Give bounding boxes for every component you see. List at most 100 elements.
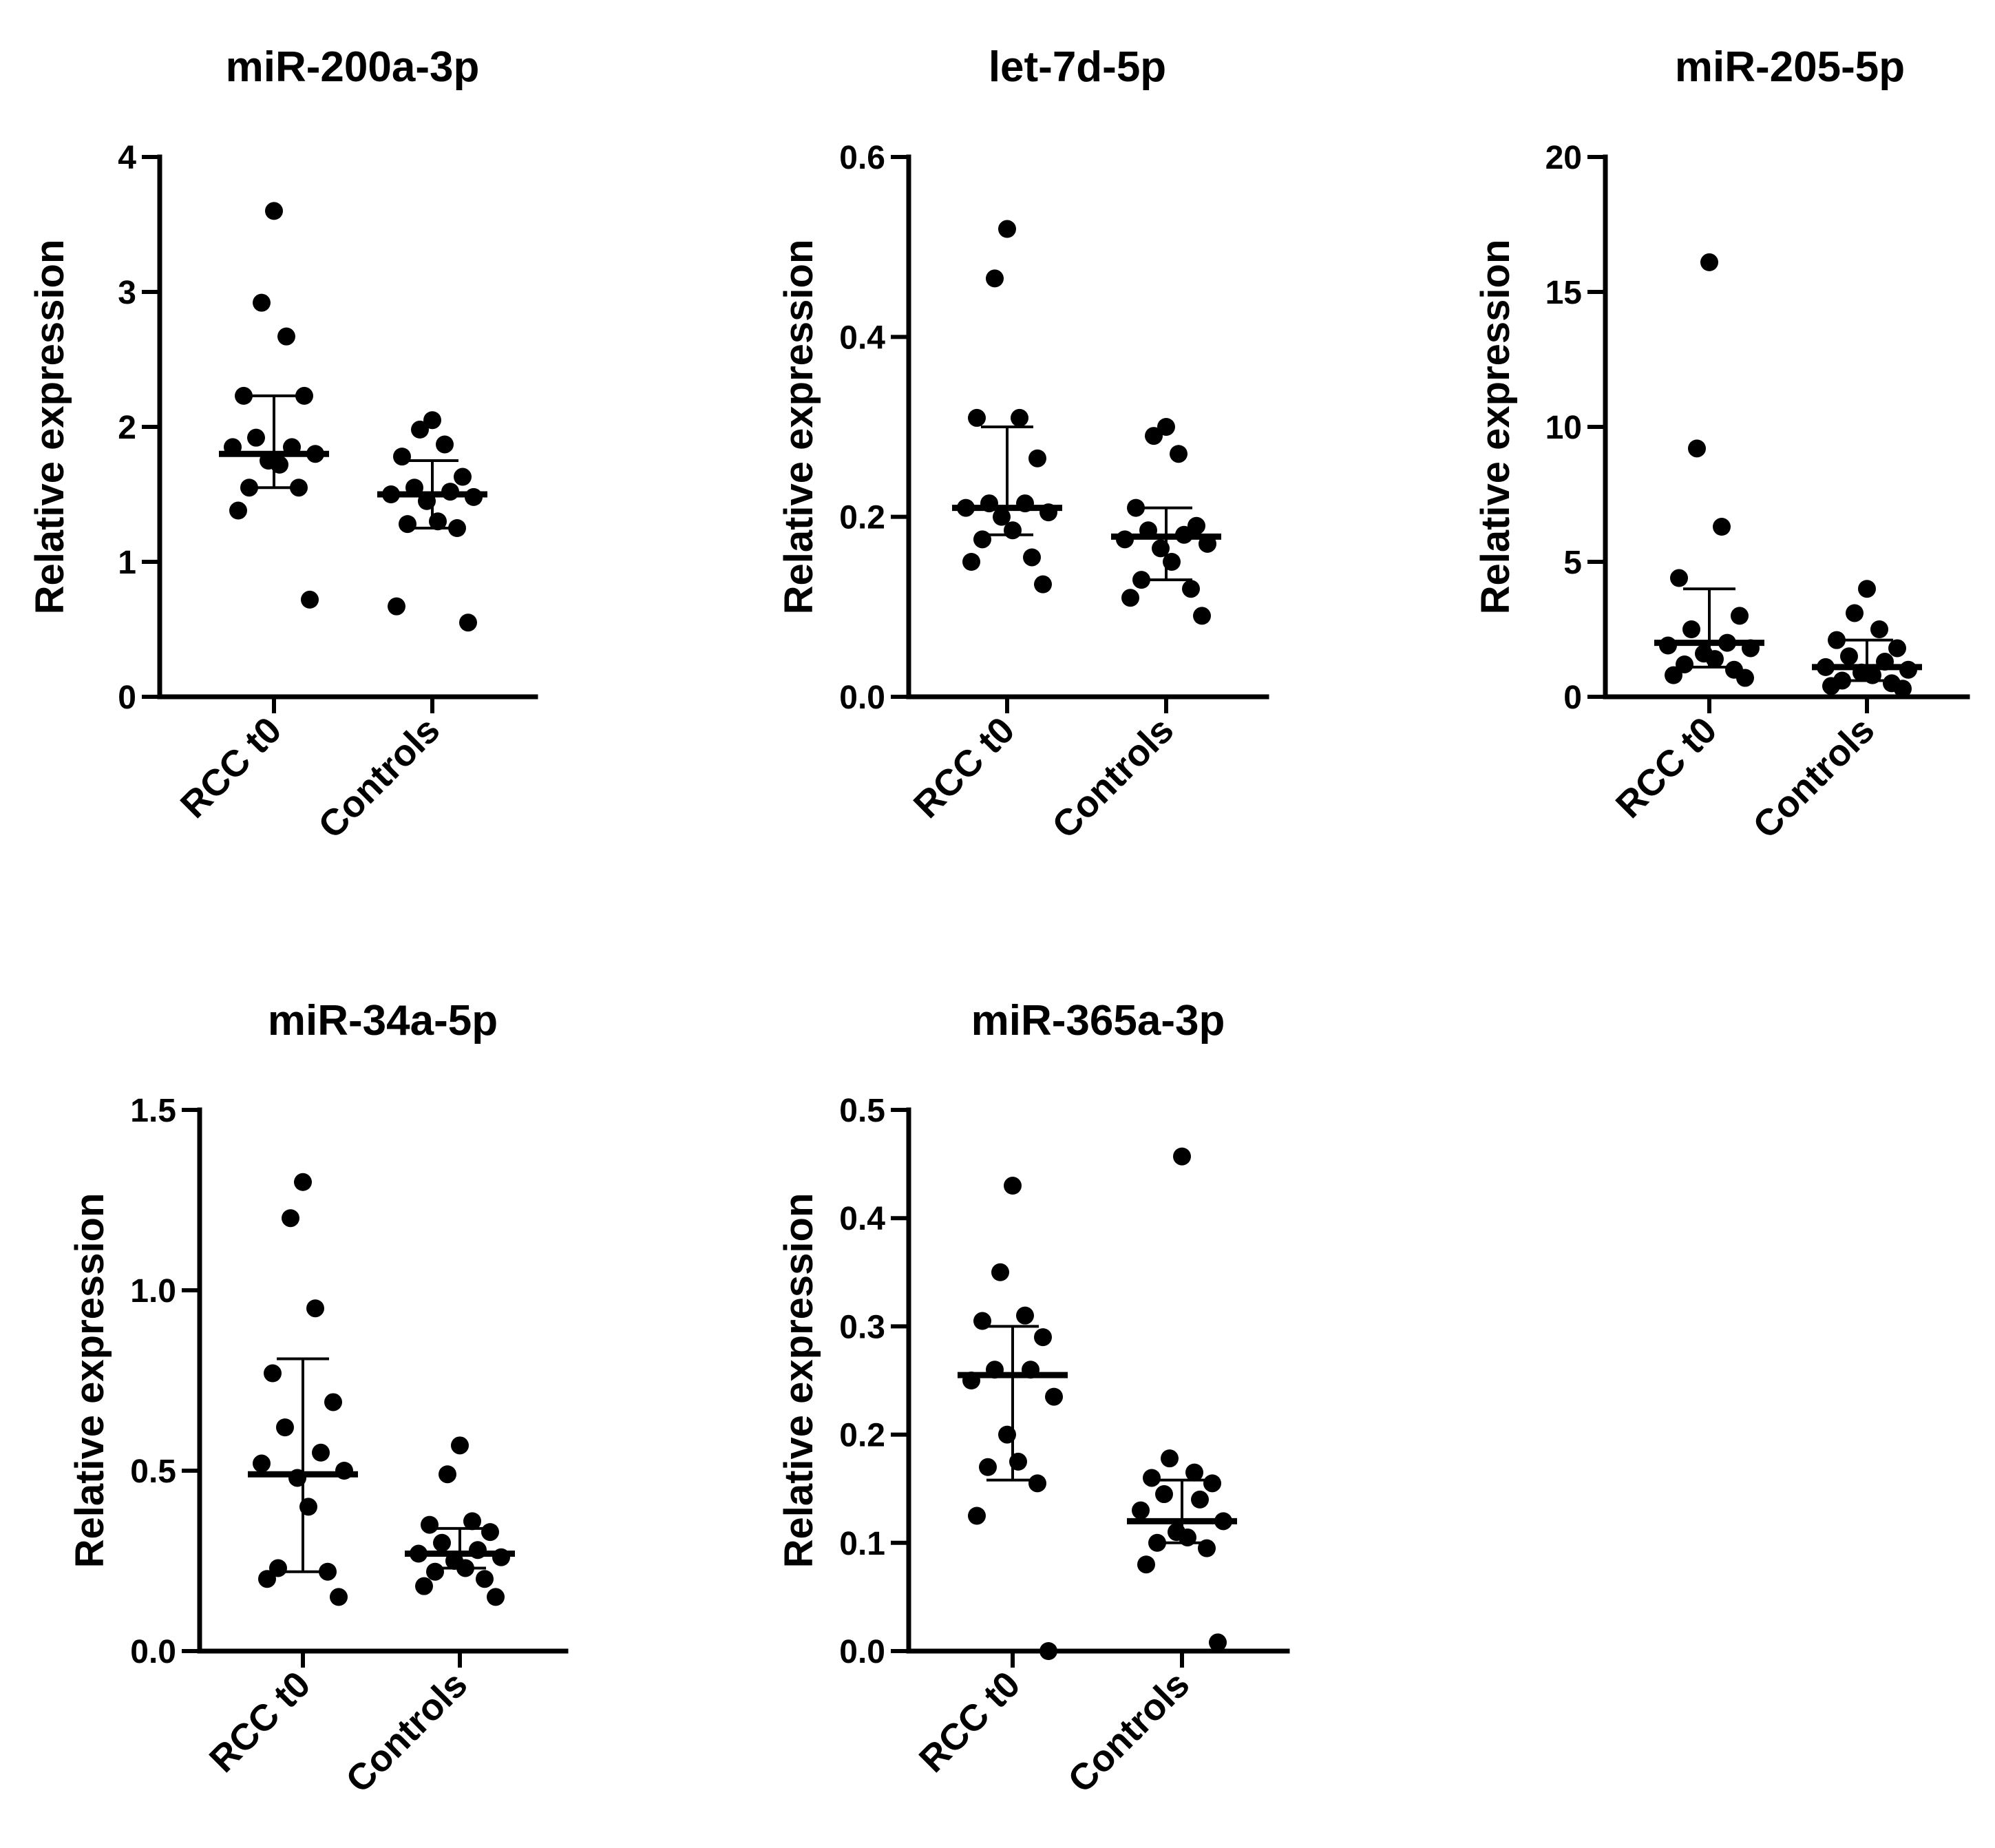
y-tick-label: 10	[1545, 410, 1582, 446]
data-point	[294, 1173, 312, 1191]
data-point	[1209, 1633, 1227, 1652]
data-point	[282, 1209, 299, 1228]
y-tick-label: 0.1	[839, 1526, 885, 1562]
data-point	[973, 530, 991, 549]
data-point	[271, 455, 288, 474]
data-point	[1179, 1528, 1196, 1546]
data-point	[973, 1312, 991, 1330]
data-point	[306, 1299, 324, 1318]
data-point	[240, 479, 258, 497]
data-point	[264, 1364, 282, 1383]
data-point	[247, 428, 265, 447]
data-point	[1011, 408, 1028, 427]
y-tick-label: 5	[1563, 545, 1582, 581]
series-controls	[405, 1436, 515, 1606]
data-point	[299, 1498, 317, 1516]
data-point	[1670, 569, 1688, 587]
data-point	[1152, 539, 1170, 558]
data-point	[1700, 253, 1718, 271]
data-point	[481, 1523, 499, 1542]
data-point	[968, 408, 986, 427]
data-point	[319, 1562, 337, 1581]
panel-4: miR-365a-3p Relative expression 0.0 0.1 0.2 0…	[777, 997, 1290, 1800]
data-point	[1034, 575, 1052, 594]
y-tick-label: 0.5	[130, 1453, 176, 1490]
data-point	[295, 386, 313, 405]
data-point	[1161, 1449, 1179, 1468]
data-point	[229, 501, 247, 520]
y-tick-label: 0.0	[839, 1634, 885, 1670]
data-point	[1157, 418, 1175, 436]
data-point	[393, 448, 411, 466]
data-point	[1193, 607, 1211, 625]
y-tick-label: 1.0	[130, 1273, 176, 1310]
series-rcc-t0	[952, 220, 1062, 594]
data-point	[1665, 666, 1682, 684]
y-axis-label: Relative expression	[777, 240, 821, 615]
data-point	[487, 1588, 505, 1606]
data-point	[1028, 1474, 1046, 1493]
data-point	[1132, 571, 1150, 589]
data-point	[1846, 604, 1864, 622]
data-point	[1023, 548, 1041, 567]
panel-0: miR-200a-3p Relative expression 0 1 2 3 4 RCC t…	[28, 43, 538, 846]
data-point	[1858, 580, 1876, 598]
x-category-label: RCC t0	[911, 1663, 1028, 1781]
data-point	[1713, 518, 1731, 536]
data-point	[1004, 521, 1022, 540]
data-point	[993, 507, 1011, 526]
y-tick-label: 4	[118, 140, 136, 176]
y-tick-label: 0.5	[839, 1093, 885, 1129]
data-point	[433, 1533, 451, 1552]
chart-title: let-7d-5p	[989, 43, 1166, 91]
x-category-label: RCC t0	[906, 709, 1023, 826]
data-point	[986, 269, 1004, 288]
data-point	[1034, 1328, 1052, 1347]
x-category-label: Controls	[310, 709, 447, 846]
data-point	[1045, 1387, 1063, 1406]
y-tick-label: 0.4	[839, 1201, 885, 1237]
data-point	[1706, 650, 1724, 669]
data-point	[301, 590, 319, 609]
data-point	[451, 1436, 469, 1455]
y-tick-label: 1	[118, 545, 136, 581]
y-tick-label: 0.2	[839, 1418, 885, 1454]
data-point	[330, 1588, 348, 1606]
data-point	[1894, 680, 1912, 698]
y-tick-label: 0	[118, 680, 136, 716]
data-point	[269, 1559, 287, 1577]
x-category-label: RCC t0	[202, 1663, 319, 1781]
y-tick-label: 0.6	[839, 140, 885, 176]
data-point	[429, 512, 447, 531]
data-point	[1137, 1555, 1155, 1574]
data-point	[456, 1559, 474, 1577]
data-point	[1121, 589, 1139, 607]
data-point	[1864, 666, 1881, 684]
data-point	[312, 1443, 330, 1462]
y-tick-label: 0.3	[839, 1309, 885, 1345]
data-point	[968, 1506, 986, 1525]
data-point	[423, 411, 441, 430]
data-point	[439, 1465, 456, 1484]
data-point	[1028, 449, 1046, 468]
y-tick-label: 15	[1545, 275, 1582, 311]
y-tick-label: 20	[1545, 140, 1582, 176]
data-point	[998, 1425, 1016, 1444]
panel-1: let-7d-5p Relative expression 0.0 0.2 0.4 0.6…	[777, 43, 1269, 846]
y-tick-label: 3	[118, 275, 136, 311]
y-tick-label: 0.0	[839, 680, 885, 716]
chart-title: miR-200a-3p	[226, 43, 480, 91]
data-point	[1170, 445, 1188, 463]
series-controls	[1111, 418, 1221, 625]
data-point	[1870, 620, 1888, 638]
x-category-label: RCC t0	[1608, 709, 1725, 826]
data-point	[1828, 631, 1846, 649]
data-point	[1145, 427, 1163, 445]
data-point	[476, 1570, 494, 1588]
data-point	[1155, 1485, 1173, 1504]
x-category-label: RCC t0	[173, 709, 290, 826]
y-axis-label: Relative expression	[28, 240, 72, 615]
data-point	[463, 1512, 481, 1531]
x-category-label: Controls	[1044, 709, 1181, 846]
